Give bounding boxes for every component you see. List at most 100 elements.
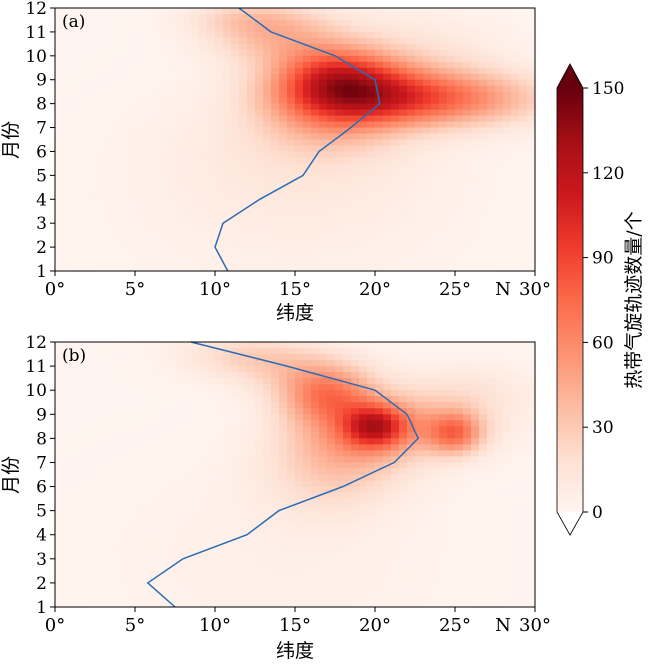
heatmap-cell <box>407 408 416 415</box>
heatmap-cell <box>359 348 368 355</box>
heatmap-cell <box>311 67 320 75</box>
heatmap-cell <box>247 247 256 254</box>
heatmap-cell <box>215 85 224 93</box>
heatmap-cell <box>359 91 368 99</box>
heatmap-cell <box>295 426 304 433</box>
heatmap-cell <box>207 510 216 518</box>
heatmap-cell <box>239 79 248 87</box>
heatmap-cell <box>479 528 488 536</box>
heatmap-cell <box>127 25 136 33</box>
heatmap-cell <box>303 486 312 494</box>
heatmap-cell <box>503 247 512 254</box>
heatmap-cell <box>415 241 424 248</box>
heatmap-cell <box>455 265 464 271</box>
heatmap-cell <box>327 450 336 458</box>
heatmap-cell <box>527 420 535 427</box>
heatmap-cell <box>479 97 488 105</box>
heatmap-cell <box>263 247 272 254</box>
heatmap-cell <box>215 97 224 105</box>
heatmap-cell <box>271 462 280 470</box>
heatmap-cell <box>231 480 240 488</box>
heatmap-cell <box>447 229 456 236</box>
heatmap-cell <box>271 534 280 542</box>
heatmap-cell <box>71 259 80 266</box>
heatmap-cell <box>279 61 288 69</box>
heatmap-cell <box>367 372 376 379</box>
heatmap-cell <box>111 462 120 470</box>
heatmap-cell <box>183 558 192 566</box>
heatmap-cell <box>207 259 216 266</box>
heatmap-cell <box>223 133 232 141</box>
heatmap-cell <box>159 247 168 254</box>
heatmap-cell <box>279 432 288 439</box>
heatmap-cell <box>503 133 512 141</box>
heatmap-cell <box>407 468 416 476</box>
heatmap-cell <box>327 438 336 445</box>
heatmap-cell <box>111 217 120 224</box>
heatmap-cell <box>431 366 440 373</box>
heatmap-cell <box>495 55 504 63</box>
heatmap-cell <box>455 486 464 494</box>
heatmap-cell <box>463 241 472 248</box>
heatmap-cell <box>279 456 288 464</box>
heatmap-cell <box>431 486 440 494</box>
heatmap-cell <box>439 8 448 15</box>
heatmap-cell <box>343 259 352 266</box>
heatmap-cell <box>215 546 224 554</box>
heatmap-cell <box>175 205 184 212</box>
heatmap-cell <box>159 211 168 218</box>
heatmap-cell <box>215 414 224 421</box>
heatmap-cell <box>415 157 424 165</box>
heatmap-cell <box>95 348 104 355</box>
heatmap-cell <box>247 91 256 99</box>
heatmap-cell <box>447 121 456 129</box>
heatmap-cell <box>463 85 472 93</box>
heatmap-cell <box>311 13 320 21</box>
heatmap-cell <box>279 570 288 578</box>
heatmap-cell <box>447 235 456 242</box>
heatmap-cell <box>119 109 128 117</box>
heatmap-cell <box>415 103 424 111</box>
heatmap-cell <box>479 187 488 194</box>
heatmap-cell <box>103 103 112 111</box>
heatmap-cell <box>111 396 120 403</box>
heatmap-cell <box>359 121 368 129</box>
heatmap-cell <box>327 97 336 105</box>
heatmap-cell <box>343 552 352 560</box>
heatmap-cell <box>455 402 464 409</box>
heatmap-cell <box>159 564 168 572</box>
heatmap-cell <box>55 55 64 63</box>
heatmap-cell <box>439 151 448 159</box>
heatmap-cell <box>359 133 368 141</box>
heatmap-cell <box>319 265 328 271</box>
heatmap-cell <box>223 241 232 248</box>
heatmap-cell <box>103 552 112 560</box>
heatmap-cell <box>351 259 360 266</box>
heatmap-cell <box>143 516 152 524</box>
heatmap-cell <box>519 229 528 236</box>
heatmap-cell <box>167 265 176 271</box>
heatmap-cell <box>71 265 80 271</box>
heatmap-cell <box>335 217 344 224</box>
heatmap-cell <box>87 528 96 536</box>
heatmap-cell <box>503 175 512 182</box>
heatmap-cell <box>479 360 488 367</box>
heatmap-cell <box>119 247 128 254</box>
heatmap-cell <box>215 366 224 373</box>
heatmap-cell <box>95 462 104 470</box>
heatmap-cell <box>511 43 520 51</box>
heatmap-cell <box>255 516 264 524</box>
heatmap-cell <box>431 73 440 81</box>
heatmap-cell <box>375 540 384 548</box>
heatmap-cell <box>279 25 288 33</box>
heatmap-cell <box>223 468 232 476</box>
heatmap-cell <box>71 85 80 93</box>
heatmap-cell <box>327 55 336 63</box>
heatmap-cell <box>351 504 360 512</box>
heatmap-cell <box>143 91 152 99</box>
heatmap-cell <box>271 522 280 530</box>
heatmap-cell <box>271 25 280 33</box>
heatmap-cell <box>263 426 272 433</box>
heatmap-cell <box>335 13 344 21</box>
heatmap-cell <box>479 235 488 242</box>
